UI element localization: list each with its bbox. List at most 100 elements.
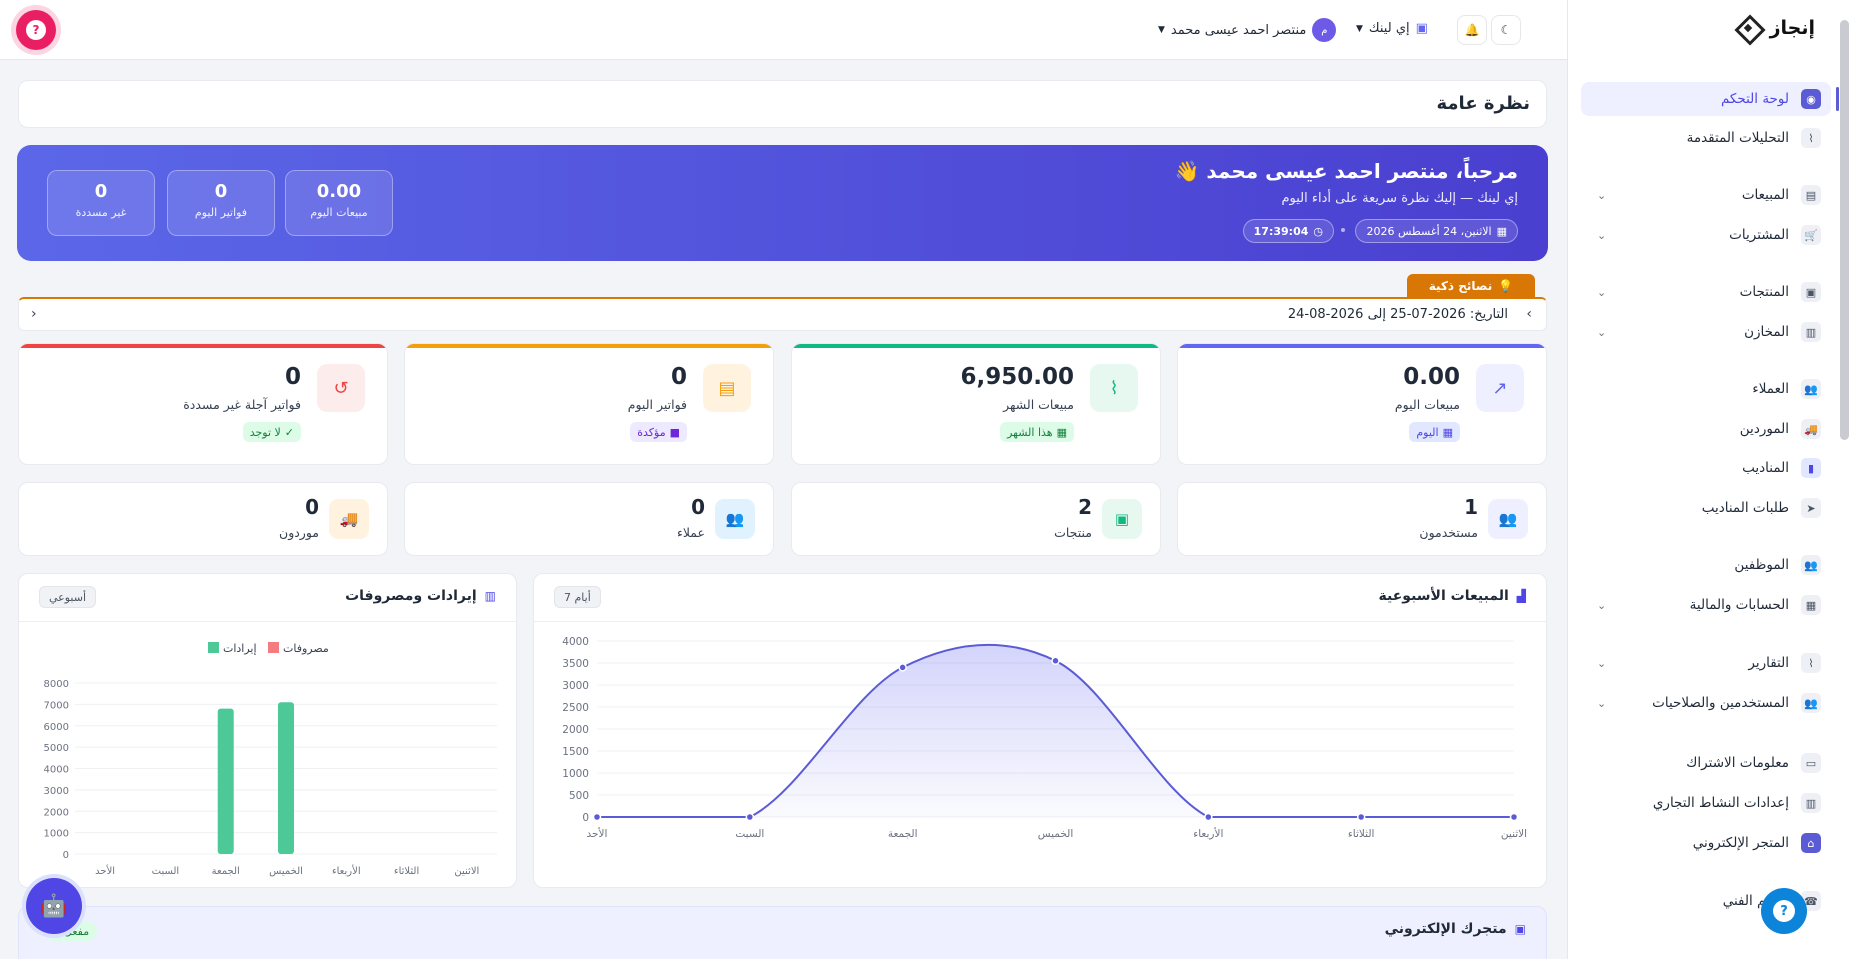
stat-value: 0 (284, 364, 301, 390)
check-icon: ✓ (284, 425, 294, 439)
data-point[interactable] (1051, 656, 1060, 666)
chevron-down-icon: ⌄ (1597, 656, 1607, 670)
data-point[interactable] (1356, 812, 1366, 822)
smart-tips-tab[interactable]: 💡 نصائح ذكية (1407, 274, 1535, 298)
stat-card: ↺ 0 فواتير آجلة غير مسددة ✓ لا توجد (18, 343, 388, 465)
legend-label-revenue[interactable]: إيرادات (223, 642, 257, 655)
stat-value: 6,950.00 (960, 364, 1075, 390)
sidebar-item-8[interactable]: 🚚 الموردين (1581, 412, 1831, 446)
sidebar-item-label: التقارير (1748, 655, 1789, 671)
dashboard-icon: ◉ (1801, 89, 1821, 109)
stat-card: ⌇ 6,950.00 مبيعات الشهر ▦ هذا الشهر (791, 343, 1161, 465)
page-title-card: نظرة عامة (18, 80, 1547, 128)
sidebar-item-17[interactable]: ⌂ المتجر الإلكتروني (1581, 826, 1831, 860)
sidebar-item-9[interactable]: ▮ المناديب (1581, 451, 1831, 485)
tips-next-button[interactable]: › (31, 306, 37, 322)
sidebar-item-16[interactable]: ▥ إعدادات النشاط التجاري (1581, 786, 1831, 820)
stat-card: ↗ 0.00 مبيعات اليوم ▦ اليوم (1177, 343, 1547, 465)
data-point[interactable] (1204, 812, 1213, 822)
y-tick-label: 3500 (562, 658, 589, 670)
sidebar-item-label: معلومات الاشتراك (1686, 755, 1789, 771)
data-point[interactable] (592, 812, 602, 822)
stat-badge: ▦ اليوم (1409, 422, 1460, 442)
tips-prev-button[interactable]: ‹ (1526, 306, 1532, 322)
store-title: متجرك الإلكتروني (1384, 921, 1507, 937)
sidebar-item-10[interactable]: ➤ طلبات المناديب (1581, 491, 1831, 525)
mini-stat-value: 0 (691, 495, 705, 519)
revenue-expenses-panel: ▥ إيرادات ومصروفات أسبوعي 0 1000 2000 3000 40… (18, 573, 517, 888)
mini-stat-value: 2 (1078, 495, 1092, 519)
sidebar-scrollbar[interactable] (1840, 20, 1849, 440)
sidebar-item-label: المبيعات (1741, 187, 1789, 203)
x-tick-label: الثلاثاء (394, 866, 419, 877)
sidebar-item-label: إعدادات النشاط التجاري (1652, 795, 1789, 811)
stat-label: فواتير اليوم (627, 397, 687, 412)
stat-value: 0.00 (1403, 364, 1460, 390)
revenue-bar[interactable] (217, 708, 234, 854)
brand[interactable]: إنجاز (1734, 14, 1815, 42)
sidebar-item-6[interactable]: ▥ المخازن ⌄ (1581, 315, 1831, 349)
x-tick-label: الأربعاء (1193, 827, 1223, 840)
sidebar-item-label: المناديب (1742, 460, 1789, 476)
dark-mode-toggle[interactable]: ☾ (1491, 15, 1521, 45)
sidebar-item-label: الموردين (1739, 421, 1789, 437)
sidebar-item-label: المستخدمين والصلاحيات (1652, 695, 1789, 711)
stat-label: فواتير آجلة غير مسددة (183, 397, 301, 412)
boxes-icon: ▣ (1801, 282, 1821, 302)
user-menu[interactable]: م منتصر احمد عيسى محمد ▼ (1158, 18, 1337, 42)
support-help-button[interactable]: ? (1761, 888, 1807, 934)
hero-stat-value: 0 (94, 181, 108, 202)
x-tick-label: السبت (152, 866, 180, 877)
revexp-range-chip[interactable]: أسبوعي (39, 586, 97, 608)
sidebar-item-14[interactable]: 👥 المستخدمين والصلاحيات ⌄ (1581, 686, 1831, 720)
sidebar-item-3[interactable]: ▤ المبيعات ⌄ (1581, 178, 1831, 212)
weekly-range-chip[interactable]: 7 أيام (554, 586, 601, 608)
stat-badge-label: لا توجد (249, 425, 281, 439)
legend-swatch-revenue (208, 642, 219, 653)
y-tick-label: 3000 (44, 786, 69, 797)
hero-stat-value: 0.00 (316, 181, 362, 202)
moon-icon: ☾ (1500, 23, 1512, 37)
sidebar: إنجاز ◉ لوحة التحكم ⌇ التحليلات المتقدمة ▤ ال… (1567, 0, 1851, 959)
stat-badge: ▦ هذا الشهر (1000, 422, 1074, 442)
x-tick-label: الاثنين (454, 866, 479, 877)
data-point[interactable] (1509, 812, 1519, 822)
y-tick-label: 3000 (562, 680, 589, 692)
sidebar-item-4[interactable]: 🛒 المشتريات ⌄ (1581, 218, 1831, 252)
chevron-down-icon: ⌄ (1597, 598, 1607, 612)
question-icon: ? (26, 20, 46, 40)
stat-value: 0 (670, 364, 687, 390)
revenue-bar[interactable] (278, 702, 294, 854)
legend-label-expenses[interactable]: مصروفات (283, 642, 329, 655)
data-point[interactable] (898, 663, 907, 672)
data-point[interactable] (745, 812, 755, 822)
mini-stat-label: منتجات (1054, 525, 1092, 540)
mini-stat-card: 👥 0 عملاء (404, 482, 774, 556)
sidebar-item-2[interactable]: ⌇ التحليلات المتقدمة (1581, 121, 1831, 155)
help-button[interactable]: ? (16, 10, 56, 50)
y-tick-label: 6000 (44, 722, 69, 733)
page-title: نظرة عامة (1436, 93, 1531, 114)
org-switcher[interactable]: ▣ إي لينك ▼ (1356, 21, 1428, 36)
notifications-button[interactable]: 🔔 (1457, 15, 1487, 45)
sidebar-item-12[interactable]: ▦ الحسابات والمالية ⌄ (1581, 588, 1831, 622)
divider (19, 621, 516, 622)
y-tick-label: 0 (63, 850, 69, 861)
greeting: مرحباً، منتصر احمد عيسى محمد 👋 (1174, 159, 1519, 183)
chatbot-button[interactable]: 🤖 (26, 878, 82, 934)
mini-stat-label: موردون (279, 525, 319, 540)
sidebar-item-13[interactable]: ⌇ التقارير ⌄ (1581, 646, 1831, 680)
store-icon: ⌂ (1801, 833, 1821, 853)
sidebar-item-15[interactable]: ▭ معلومات الاشتراك (1581, 746, 1831, 780)
sidebar-item-7[interactable]: 👥 العملاء (1581, 372, 1831, 406)
y-tick-label: 4000 (562, 636, 589, 648)
sidebar-item-label: الحسابات والمالية (1689, 597, 1789, 613)
sidebar-item-11[interactable]: 👥 الموظفين (1581, 548, 1831, 582)
stat-badge: ✓ لا توجد (242, 422, 301, 442)
weekly-sales-panel: ▟ المبيعات الأسبوعية 7 أيام 0 500 1000 1500 2… (533, 573, 1547, 888)
history-icon: ↺ (317, 364, 365, 412)
sidebar-item-1[interactable]: ◉ لوحة التحكم (1581, 82, 1839, 116)
y-tick-label: 1000 (44, 829, 69, 840)
chevron-down-icon: ⌄ (1597, 228, 1607, 242)
sidebar-item-5[interactable]: ▣ المنتجات ⌄ (1581, 275, 1831, 309)
